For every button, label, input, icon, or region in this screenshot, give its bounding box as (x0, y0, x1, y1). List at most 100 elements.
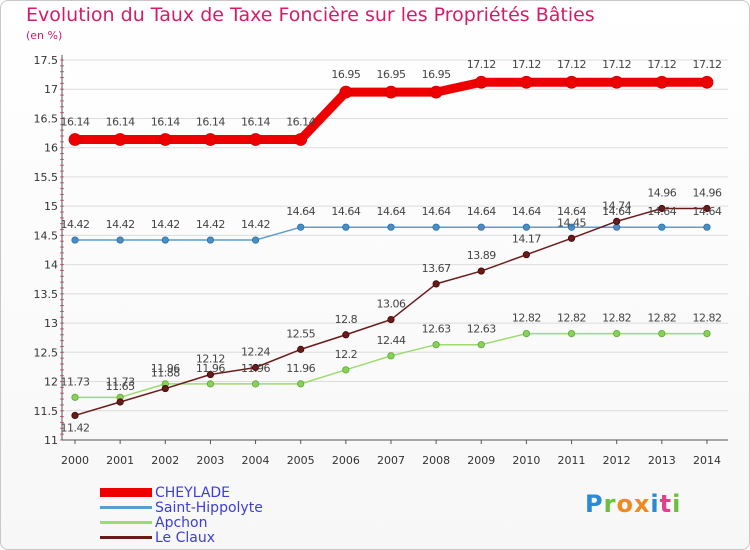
legend-label-saint-hippolyte: Saint-Hippolyte (155, 500, 263, 516)
data-point-cheylade (430, 86, 442, 98)
data-label-saint-hippolyte: 14.64 (331, 205, 360, 218)
data-label-apchon: 12.82 (602, 312, 631, 325)
data-label-apchon: 12.63 (422, 323, 451, 336)
data-point-saint-hippolyte (343, 224, 349, 230)
data-label-saint-hippolyte: 14.42 (196, 218, 225, 231)
data-label-saint-hippolyte: 14.42 (241, 218, 270, 231)
data-point-cheylade (475, 76, 487, 88)
data-label-apchon: 11.96 (241, 362, 270, 375)
data-point-apchon (613, 330, 619, 336)
legend-swatch-cheylade (100, 488, 152, 497)
data-label-apchon: 11.73 (61, 375, 90, 388)
x-tick-label: 2001 (106, 454, 134, 467)
data-label-le-claux: 13.67 (422, 262, 451, 275)
data-point-saint-hippolyte (298, 224, 304, 230)
y-tick-label: 12 (44, 376, 58, 389)
data-point-apchon (72, 394, 78, 400)
data-point-le-claux (162, 385, 168, 391)
data-point-cheylade (250, 134, 262, 146)
x-tick-label: 2011 (558, 454, 586, 467)
data-label-cheylade: 16.14 (241, 116, 270, 129)
legend-item-apchon: Apchon (100, 515, 207, 530)
data-point-saint-hippolyte (659, 224, 665, 230)
data-point-saint-hippolyte (388, 224, 394, 230)
data-label-saint-hippolyte: 14.42 (151, 218, 180, 231)
data-point-le-claux (568, 235, 574, 241)
line-chart: 1111.51212.51313.51414.51515.51616.51717… (0, 0, 750, 550)
data-point-saint-hippolyte (252, 237, 258, 243)
data-label-saint-hippolyte: 14.64 (467, 205, 496, 218)
legend-label-apchon: Apchon (155, 515, 207, 531)
data-point-apchon (207, 381, 213, 387)
data-point-cheylade (656, 76, 668, 88)
data-label-apchon: 12.44 (376, 334, 405, 347)
logo-letter: P (585, 490, 604, 518)
data-point-le-claux (433, 281, 439, 287)
data-point-cheylade (701, 76, 713, 88)
y-tick-label: 16 (44, 142, 58, 155)
y-tick-label: 14 (44, 259, 58, 272)
y-tick-label: 13.5 (34, 288, 59, 301)
x-tick-label: 2013 (648, 454, 676, 467)
logo-letter: r (604, 490, 617, 518)
x-tick-label: 2009 (467, 454, 495, 467)
data-label-le-claux: 14.74 (602, 199, 631, 212)
data-label-cheylade: 16.14 (196, 116, 225, 129)
data-label-cheylade: 17.12 (512, 58, 541, 71)
y-tick-label: 12.5 (34, 346, 59, 359)
data-label-le-claux: 12.12 (196, 353, 225, 366)
legend-swatch-apchon (100, 521, 152, 524)
data-point-cheylade (69, 134, 81, 146)
data-label-le-claux: 12.55 (286, 327, 315, 340)
data-point-apchon (478, 342, 484, 348)
data-label-apchon: 12.82 (692, 312, 721, 325)
data-label-le-claux: 12.24 (241, 346, 270, 359)
x-tick-label: 2012 (603, 454, 631, 467)
x-tick-label: 2007 (377, 454, 405, 467)
data-label-cheylade: 16.14 (61, 116, 90, 129)
label-layer: 16.14 16.14 16.14 16.14 16.14 16.1416.95 16.95… (61, 58, 722, 434)
data-label-le-claux: 12.8 (335, 313, 358, 326)
data-label-apchon: 12.63 (467, 323, 496, 336)
legend-item-cheylade: CHEYLADE (100, 485, 230, 500)
data-point-cheylade (385, 86, 397, 98)
data-point-le-claux (523, 251, 529, 257)
x-tick-label: 2000 (61, 454, 89, 467)
data-point-le-claux (343, 332, 349, 338)
axis-layer: 11 11.5 12 12.5 13 13.5 14 14.5 15 15.5 16 16.5 17 17… (34, 54, 729, 467)
data-label-le-claux: 13.89 (467, 249, 496, 262)
logo-letter: i (650, 490, 659, 518)
data-point-apchon (298, 381, 304, 387)
data-label-cheylade: 16.95 (376, 68, 405, 81)
data-label-saint-hippolyte: 14.64 (376, 205, 405, 218)
x-tick-label: 2010 (512, 454, 540, 467)
legend-swatch-saint-hippolyte (100, 506, 152, 509)
data-label-le-claux: 14.45 (557, 216, 586, 229)
data-label-cheylade: 16.95 (422, 68, 451, 81)
data-label-apchon: 12.82 (557, 312, 586, 325)
data-point-saint-hippolyte (704, 224, 710, 230)
y-tick-label: 16.5 (34, 112, 59, 125)
data-point-apchon (433, 342, 439, 348)
data-label-le-claux: 11.42 (61, 421, 90, 434)
legend-label-le-claux: Le Claux (155, 530, 215, 546)
data-label-le-claux: 14.17 (512, 233, 541, 246)
y-tick-label: 15 (44, 200, 58, 213)
data-label-saint-hippolyte: 14.64 (422, 205, 451, 218)
data-point-cheylade (204, 134, 216, 146)
data-label-cheylade: 17.12 (692, 58, 721, 71)
legend-label-cheylade: CHEYLADE (155, 485, 230, 501)
x-tick-label: 2014 (693, 454, 721, 467)
data-label-cheylade: 17.12 (557, 58, 586, 71)
data-point-saint-hippolyte (117, 237, 123, 243)
y-tick-label: 17 (44, 83, 58, 96)
data-point-saint-hippolyte (613, 224, 619, 230)
logo-letter: x (634, 490, 650, 518)
data-label-apchon: 11.96 (286, 362, 315, 375)
logo-letter: t (660, 490, 672, 518)
legend-item-saint-hippolyte: Saint-Hippolyte (100, 500, 263, 515)
data-point-cheylade (340, 86, 352, 98)
data-point-saint-hippolyte (207, 237, 213, 243)
data-point-cheylade (159, 134, 171, 146)
data-point-le-claux (117, 399, 123, 405)
